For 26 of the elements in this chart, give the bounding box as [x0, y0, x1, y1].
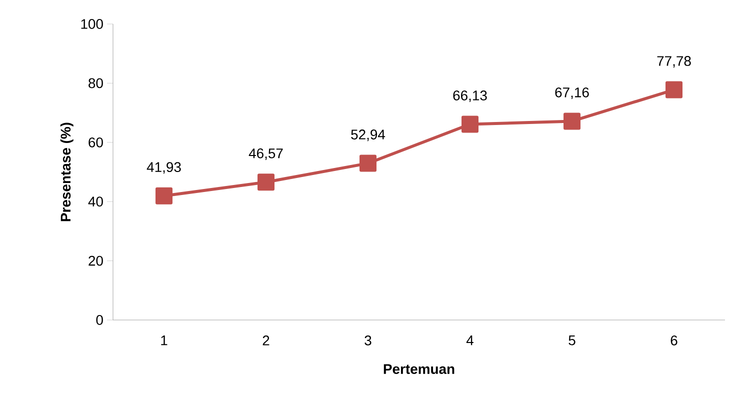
point [360, 154, 376, 172]
y-tick-label: 40 [88, 196, 103, 207]
y-tick-label: 80 [88, 78, 103, 88]
y-tick-label: 0 [96, 315, 103, 325]
data-label: 41,93 [146, 162, 181, 174]
data-label: 67,16 [555, 87, 589, 99]
point [666, 81, 682, 98]
y-tick-label: 60 [88, 137, 103, 148]
data-label: 52,94 [351, 130, 386, 142]
x-tick-label: 1 [161, 336, 168, 346]
x-tick-label: 6 [670, 336, 678, 346]
x-tick-label: 3 [364, 336, 372, 346]
y-tick-label: 100 [81, 19, 103, 29]
data-label: 77,78 [657, 56, 691, 68]
data-label: 66,13 [453, 90, 487, 102]
point [564, 112, 580, 130]
x-tick-label: 2 [262, 336, 270, 346]
data-label: 46,57 [248, 148, 283, 160]
point [258, 174, 274, 191]
x-tick-label: 5 [568, 336, 576, 346]
x-tick-label: 4 [466, 336, 474, 346]
x-axis-title: Pertemuan [384, 364, 454, 374]
y-axis-title: Presentase (%) [60, 122, 74, 222]
point [462, 116, 478, 133]
point [156, 187, 172, 204]
y-tick-label: 20 [88, 256, 103, 266]
